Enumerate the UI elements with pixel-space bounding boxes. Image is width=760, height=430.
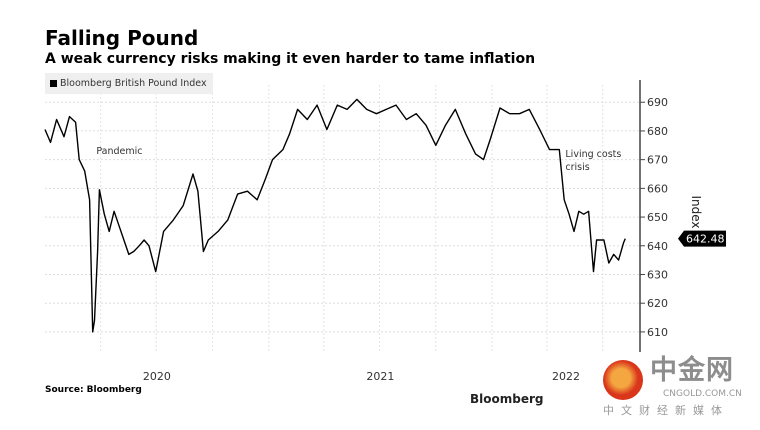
watermark-brand: 中金网 bbox=[650, 355, 734, 386]
x-tick-label: 2022 bbox=[552, 370, 580, 383]
x-tick-label: 2021 bbox=[366, 370, 394, 383]
last-value-badge bbox=[678, 230, 726, 247]
y-tick-label: 610 bbox=[647, 326, 668, 339]
chart-subtitle: A weak currency risks making it even har… bbox=[45, 51, 536, 67]
cngold-logo-icon bbox=[603, 360, 643, 400]
y-tick-label: 680 bbox=[647, 125, 668, 138]
y-tick-label: 650 bbox=[647, 211, 668, 224]
annotation-text: crisis bbox=[565, 162, 589, 173]
annotation-text: Living costs bbox=[565, 149, 621, 160]
legend: Bloomberg British Pound Index bbox=[45, 73, 213, 94]
y-tick-label: 660 bbox=[647, 182, 668, 195]
last-value-tag: 642.48 bbox=[678, 230, 726, 247]
legend-label: Bloomberg British Pound Index bbox=[60, 78, 207, 89]
y-tick-label: 670 bbox=[647, 154, 668, 167]
watermark-tagline: 中文财经新媒体 bbox=[603, 404, 729, 417]
last-value-label: 642.48 bbox=[686, 233, 725, 246]
x-tick-label: 2020 bbox=[143, 370, 171, 383]
y-tick-label: 620 bbox=[647, 297, 668, 310]
y-tick-label: 690 bbox=[647, 96, 668, 109]
y-tick-label: 640 bbox=[647, 240, 668, 253]
series-line bbox=[44, 98, 626, 333]
watermark-domain: CNGOLD.COM.CN bbox=[663, 389, 742, 399]
bloomberg-logo: Bloomberg bbox=[470, 392, 544, 406]
watermark: 中金网 CNGOLD.COM.CN 中文财经新媒体 bbox=[603, 355, 758, 427]
y-tick-label: 630 bbox=[647, 268, 668, 281]
chart-title: Falling Pound bbox=[45, 26, 199, 50]
annotation-text: Pandemic bbox=[96, 146, 142, 157]
source-note: Source: Bloomberg bbox=[45, 385, 142, 395]
y-axis-label: Index bbox=[689, 195, 703, 228]
legend-swatch bbox=[50, 80, 57, 87]
